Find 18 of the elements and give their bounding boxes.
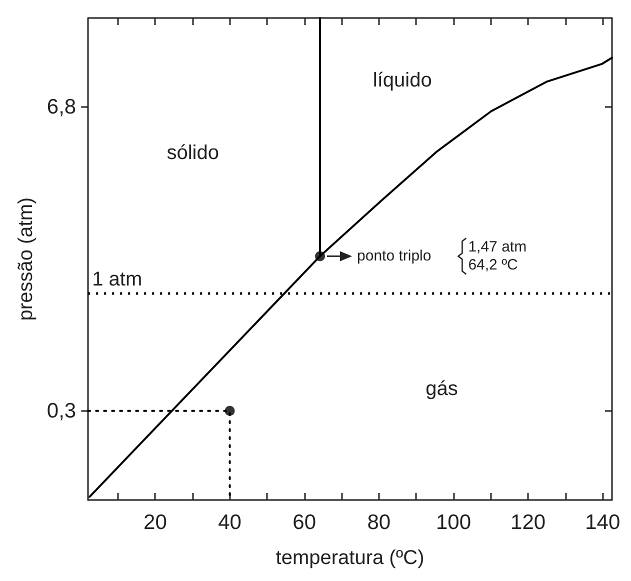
x-tick-label: 140 [585,511,620,534]
x-tick-label: 80 [367,511,391,534]
annotation: líquido [372,70,432,92]
ref-line-label: 1 atm [92,268,142,291]
x-tick-label: 120 [510,511,546,534]
annotation: sólido [166,142,219,164]
y-tick-label: 6,8 [46,96,76,119]
x-tick-label: 100 [436,511,472,534]
annotation: 64,2 ºC [468,256,518,274]
x-tick-label: 40 [218,511,242,534]
annotation: 1,47 atm [468,238,527,256]
annotation: ponto triplo [357,248,432,265]
annotation: gás [426,378,458,400]
x-axis-title: temperatura (ºC) [276,547,424,569]
y-tick-label: 0,3 [46,399,76,422]
x-tick-label: 20 [144,511,167,534]
x-tick-label: 60 [292,511,316,534]
y-axis-title: pressão (atm) [15,197,37,321]
